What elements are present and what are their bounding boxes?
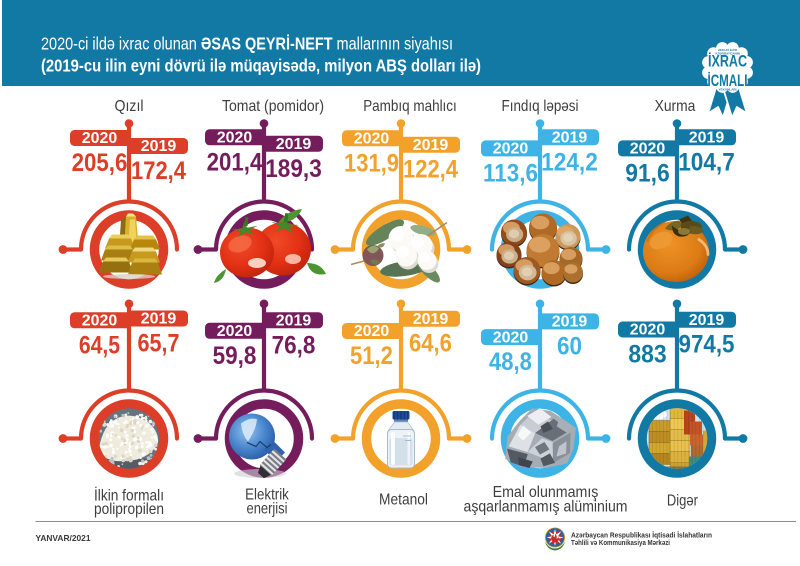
svg-text:Emal olunmamış: Emal olunmamış bbox=[493, 484, 599, 501]
svg-text:91,6: 91,6 bbox=[625, 159, 670, 187]
svg-text:2019: 2019 bbox=[141, 138, 177, 155]
svg-text:Tomat (pomidor): Tomat (pomidor) bbox=[222, 98, 324, 115]
svg-text:2020: 2020 bbox=[493, 141, 529, 158]
svg-text:aşqarlanmamış alüminium: aşqarlanmamış alüminium bbox=[464, 499, 628, 516]
svg-text:AZƏRBAYCANIN: AZƏRBAYCANIN bbox=[715, 51, 740, 55]
svg-text:2020: 2020 bbox=[630, 322, 666, 339]
svg-text:2020: 2020 bbox=[354, 131, 390, 148]
svg-text:Fındıq ləpəsi: Fındıq ləpəsi bbox=[502, 98, 579, 115]
svg-text:974,5: 974,5 bbox=[679, 331, 735, 359]
svg-text:104,7: 104,7 bbox=[678, 148, 735, 176]
svg-text:Pambıq mahlıcı: Pambıq mahlıcı bbox=[363, 98, 457, 115]
svg-text:2020: 2020 bbox=[82, 130, 118, 147]
svg-text:2019: 2019 bbox=[413, 137, 449, 154]
svg-text:51,2: 51,2 bbox=[350, 342, 393, 370]
svg-text:Azərbaycan Respublikası İqtisa: Azərbaycan Respublikası İqtisadi İslahat… bbox=[571, 531, 712, 540]
svg-text:Qızıl: Qızıl bbox=[115, 98, 144, 115]
svg-text:Təhlili və Kommunikasiya Mərkə: Təhlili və Kommunikasiya Mərkəzi bbox=[571, 538, 670, 547]
svg-text:124,2: 124,2 bbox=[541, 148, 598, 176]
svg-text:2020: 2020 bbox=[493, 329, 529, 346]
svg-text:YANVAR/2021: YANVAR/2021 bbox=[36, 534, 91, 543]
svg-text:İlkin formalı: İlkin formalı bbox=[94, 486, 164, 505]
svg-text:Xurma: Xurma bbox=[655, 98, 696, 115]
svg-text:2019: 2019 bbox=[141, 311, 177, 328]
svg-text:2020: 2020 bbox=[217, 323, 253, 340]
svg-text:65,7: 65,7 bbox=[138, 330, 180, 358]
svg-text:2020-ci ildə ixrac olunan ƏSAS: 2020-ci ildə ixrac olunan ƏSAS QEYRİ-NEF… bbox=[41, 34, 453, 54]
svg-text:883: 883 bbox=[628, 341, 666, 369]
svg-text:48,8: 48,8 bbox=[489, 348, 532, 376]
svg-text:2019: 2019 bbox=[689, 130, 725, 147]
svg-text:İXRAC: İXRAC bbox=[708, 51, 747, 70]
svg-text:113,6: 113,6 bbox=[483, 159, 538, 187]
svg-text:64,6: 64,6 bbox=[409, 330, 452, 358]
svg-text:64,5: 64,5 bbox=[79, 331, 120, 359]
svg-text:2019: 2019 bbox=[413, 311, 449, 328]
svg-text:2019: 2019 bbox=[552, 130, 588, 147]
svg-text:Metanol: Metanol bbox=[379, 492, 428, 509]
svg-text:60: 60 bbox=[557, 332, 582, 360]
svg-text:polipropilen: polipropilen bbox=[94, 501, 164, 518]
svg-text:İCMALI: İCMALI bbox=[708, 71, 748, 90]
svg-text:Elektrik: Elektrik bbox=[245, 487, 289, 504]
svg-text:76,8: 76,8 bbox=[272, 331, 316, 359]
svg-text:YEKUNLARI: YEKUNLARI bbox=[718, 88, 736, 92]
svg-text:2019: 2019 bbox=[276, 136, 312, 153]
svg-text:205,6: 205,6 bbox=[72, 149, 128, 177]
svg-text:Digər: Digər bbox=[667, 493, 698, 510]
svg-text:172,4: 172,4 bbox=[131, 157, 186, 185]
svg-text:122,4: 122,4 bbox=[403, 156, 458, 184]
svg-text:2019: 2019 bbox=[552, 314, 588, 331]
svg-text:2019: 2019 bbox=[276, 313, 312, 330]
svg-text:59,8: 59,8 bbox=[213, 342, 257, 370]
svg-text:189,3: 189,3 bbox=[265, 155, 322, 183]
svg-text:2019: 2019 bbox=[689, 312, 725, 329]
svg-text:201,4: 201,4 bbox=[207, 148, 263, 176]
svg-text:2020: 2020 bbox=[217, 130, 253, 147]
svg-text:2020: 2020 bbox=[354, 323, 390, 340]
svg-text:131,9: 131,9 bbox=[344, 149, 399, 177]
svg-text:enerjisi: enerjisi bbox=[247, 501, 288, 518]
svg-text:(2019-cu ilin eyni dövrü ilə m: (2019-cu ilin eyni dövrü ilə müqayisədə,… bbox=[41, 56, 481, 76]
svg-text:2020-Cİ İLDƏ: 2020-Cİ İLDƏ bbox=[718, 48, 738, 52]
svg-text:2020: 2020 bbox=[82, 313, 118, 330]
svg-text:2020: 2020 bbox=[630, 141, 666, 158]
